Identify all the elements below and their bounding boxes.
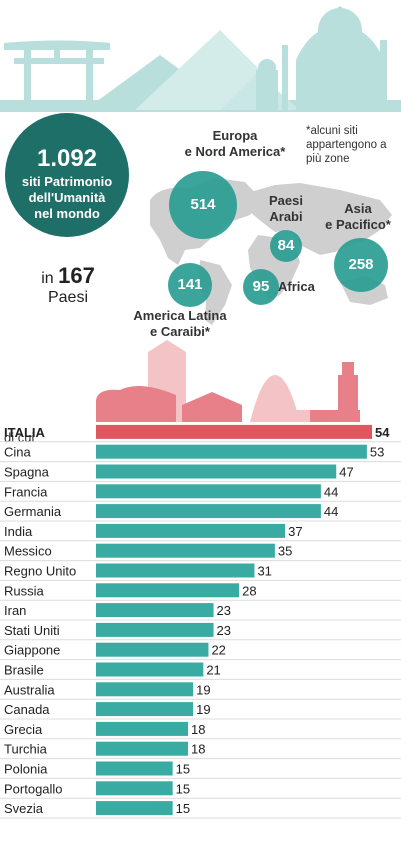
bar-stati-uniti (96, 622, 214, 637)
bar-giappone (96, 642, 209, 657)
arab-label-line1: Paesi (269, 193, 303, 208)
countries-label: Paesi (47, 289, 89, 306)
category-label: Canada (4, 702, 50, 717)
latam-label-line1: America Latina (133, 308, 227, 323)
category-label: Brasile (4, 663, 44, 678)
value-label: 31 (257, 564, 271, 579)
asia-label: Asia e Pacifico* (316, 201, 400, 233)
africa-value: 95 (252, 278, 270, 295)
value-label: 19 (196, 682, 210, 697)
latam-label: America Latina e Caraibi* (120, 308, 240, 340)
europe-value: 514 (190, 196, 216, 213)
value-label: 28 (242, 583, 256, 598)
category-label: Regno Unito (4, 564, 76, 579)
bar-india (96, 523, 286, 538)
total-sites-circle (5, 113, 129, 237)
category-label: Svezia (4, 801, 44, 816)
total-sites-text: 1.092 siti Patrimonio dell'Umanità nel m… (7, 118, 127, 222)
category-label: Spagna (4, 465, 50, 480)
category-label: Giappone (4, 643, 60, 658)
total-label-line3: nel mondo (34, 206, 100, 221)
category-label: Grecia (4, 722, 43, 737)
asia-value: 258 (348, 256, 374, 273)
bar-messico (96, 543, 275, 558)
arab-value: 84 (277, 237, 295, 254)
bar-canada (96, 702, 194, 717)
value-label: 21 (206, 663, 220, 678)
latam-label-line2: e Caraibi* (150, 324, 210, 339)
value-label: 44 (324, 504, 338, 519)
value-label: 19 (196, 702, 210, 717)
total-sites-value: 1.092 (36, 145, 98, 172)
value-label: 18 (191, 722, 205, 737)
landmarks-skyline-illustration (0, 6, 401, 112)
value-label: 22 (211, 643, 225, 658)
latam-value: 141 (177, 276, 203, 293)
countries-count: in 167 Paesi (18, 263, 118, 307)
bar-russia (96, 583, 240, 598)
bar-polonia (96, 761, 173, 776)
category-label: Turchia (4, 742, 48, 757)
category-label: Stati Uniti (4, 623, 60, 638)
category-label: Germania (4, 504, 62, 519)
footnote: *alcuni siti appartengono a più zone (306, 125, 387, 165)
europe-label-line2: e Nord America* (184, 144, 286, 159)
bar-australia (96, 682, 194, 697)
bar-brasile (96, 662, 204, 677)
italy-skyline-illustration (96, 340, 360, 422)
arab-bubble (270, 230, 302, 262)
africa-bubble (243, 269, 279, 305)
europe-label: Europa e Nord America* (170, 128, 300, 160)
asia-label-line1: Asia (344, 201, 372, 216)
asia-label-line2: e Pacifico* (325, 217, 391, 232)
countries-value: 167 (58, 263, 95, 288)
arab-label: Paesi Arabi (258, 193, 314, 225)
africa-label: Africa (278, 279, 315, 294)
bar-regno-unito (96, 563, 255, 578)
value-label: 44 (324, 484, 338, 499)
value-label: 15 (176, 762, 190, 777)
europe-label-line1: Europa (212, 128, 258, 143)
category-label: Australia (4, 682, 55, 697)
value-label: 35 (278, 544, 292, 559)
category-label: ITALIA (4, 425, 46, 440)
bar-cina (96, 444, 367, 459)
value-label: 47 (339, 465, 353, 480)
total-label-line2: dell'Umanità (28, 190, 106, 205)
category-label: Portogallo (4, 781, 63, 796)
category-label: Russia (4, 583, 45, 598)
in-label: in (41, 270, 54, 287)
bar-iran (96, 603, 214, 618)
latam-bubble (168, 263, 212, 307)
asia-bubble (334, 238, 388, 292)
value-label: 53 (370, 445, 384, 460)
value-label: 23 (217, 623, 231, 638)
value-label: 54 (375, 425, 390, 440)
bar-svezia (96, 801, 173, 816)
category-label: India (4, 524, 33, 539)
category-label: Polonia (4, 762, 48, 777)
bar-germania (96, 504, 321, 519)
category-label: Iran (4, 603, 26, 618)
bar-turchia (96, 741, 188, 756)
category-label: Cina (4, 445, 32, 460)
value-label: 23 (217, 603, 231, 618)
bar-grecia (96, 721, 188, 736)
total-label-line1: siti Patrimonio (21, 174, 113, 189)
bar-francia (96, 484, 321, 499)
category-label: Francia (4, 484, 48, 499)
value-label: 18 (191, 742, 205, 757)
category-label: Messico (4, 544, 52, 559)
europe-bubble (169, 171, 237, 239)
value-label: 37 (288, 524, 302, 539)
bar-portogallo (96, 781, 173, 796)
arab-label-line2: Arabi (269, 209, 303, 224)
bar-italia (96, 424, 372, 439)
value-label: 15 (176, 781, 190, 796)
bar-spagna (96, 464, 337, 479)
di-cui-label: di cui (4, 430, 35, 445)
value-label: 15 (176, 801, 190, 816)
